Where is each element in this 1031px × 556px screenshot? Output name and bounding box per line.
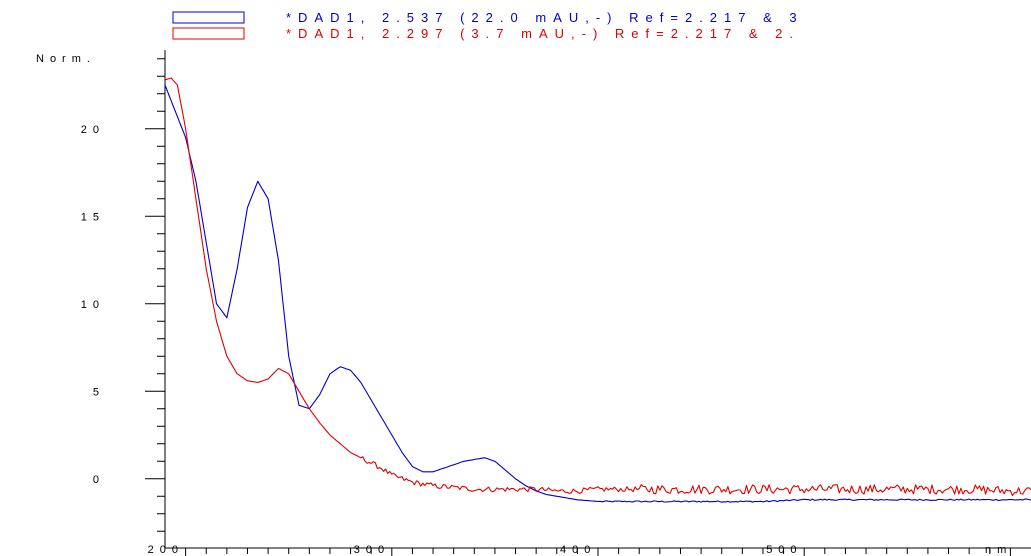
x-axis-unit: nm <box>985 544 1012 556</box>
legend: *DAD1, 2.537 (22.0 mAU,-) Ref=2.217 & 3 … <box>172 10 804 41</box>
series-line-blue <box>164 84 1031 503</box>
series-line-red <box>164 77 1031 497</box>
series-layer <box>164 77 1031 503</box>
y-tick-label: 15 <box>81 211 105 223</box>
axes: 0 5 10 15 20 200 300 400 500 <box>81 50 1031 556</box>
legend-swatch-blue <box>172 11 245 24</box>
x-tick-label: 500 <box>766 544 802 556</box>
legend-swatch-red <box>172 27 245 40</box>
y-tick-label: 10 <box>81 299 105 311</box>
y-axis-label: Norm. <box>36 53 96 65</box>
legend-label-red: *DAD1, 2.297 (3.7 mAU,-) Ref=2.217 & 2. <box>286 26 800 41</box>
legend-label-blue: *DAD1, 2.537 (22.0 mAU,-) Ref=2.217 & 3 <box>286 10 804 25</box>
y-tick-label: 5 <box>93 386 105 398</box>
x-tick-label: 400 <box>560 544 596 556</box>
y-tick-label: 0 <box>93 474 105 486</box>
x-tick-label: 200 <box>148 544 184 556</box>
y-tick-label: 20 <box>81 124 105 136</box>
x-tick-label: 300 <box>354 544 390 556</box>
